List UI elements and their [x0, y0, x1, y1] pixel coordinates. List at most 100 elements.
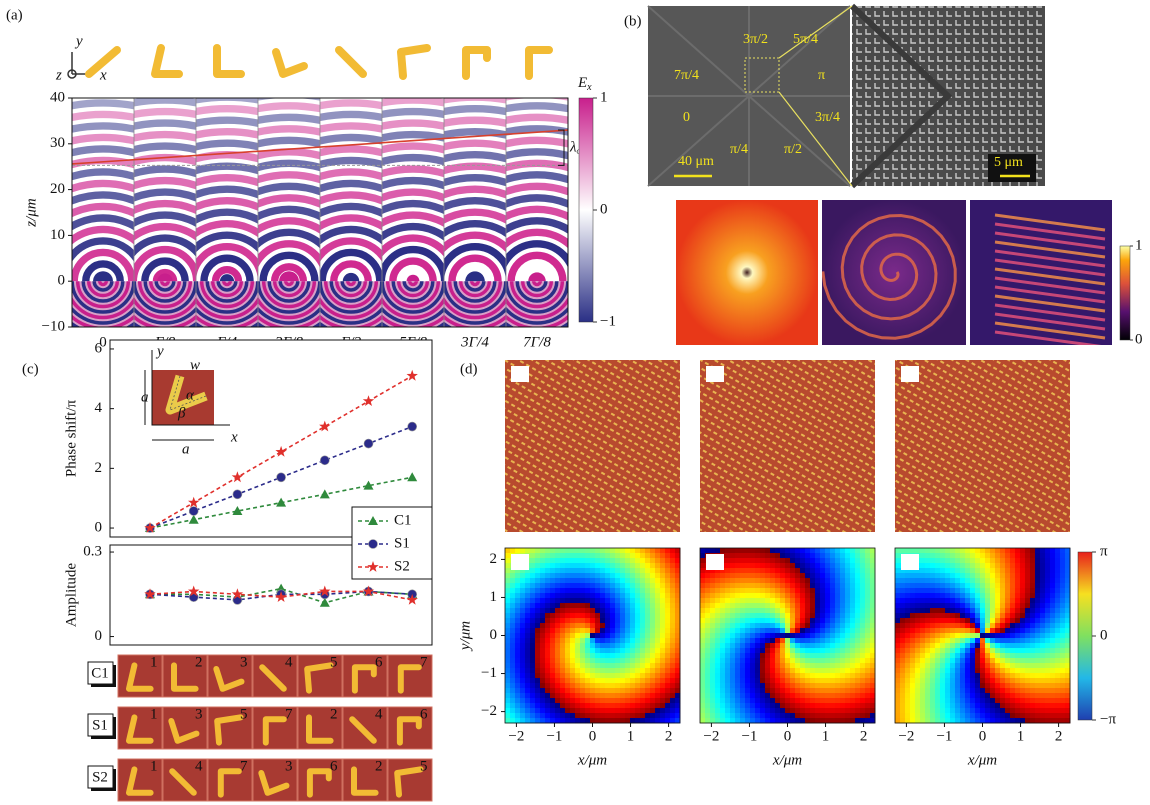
phase-cell	[565, 558, 570, 563]
image-marker	[511, 554, 529, 570]
phase-cell	[770, 588, 775, 593]
phase-cell	[700, 613, 705, 618]
phase-cell	[700, 678, 705, 683]
phase-cell	[715, 688, 720, 693]
phase-cell	[1025, 618, 1030, 623]
phase-cell	[620, 688, 625, 693]
phase-cell	[705, 573, 710, 578]
phase-cell	[640, 668, 645, 673]
phase-cell	[565, 628, 570, 633]
phase-cell	[1060, 718, 1065, 723]
phase-cell	[905, 608, 910, 613]
phase-cell	[900, 578, 905, 583]
phase-cell	[1020, 568, 1025, 573]
phase-cell	[1045, 688, 1050, 693]
phase-cell	[615, 643, 620, 648]
phase-cell	[570, 693, 575, 698]
phase-cell	[515, 623, 520, 628]
phase-cell	[830, 618, 835, 623]
phase-cell	[965, 638, 970, 643]
phase-cell	[640, 558, 645, 563]
phase-cell	[755, 643, 760, 648]
phase-cell	[590, 698, 595, 703]
phase-cell	[735, 678, 740, 683]
phase-cell	[660, 593, 665, 598]
phase-cell	[755, 718, 760, 723]
phase-cell	[1060, 643, 1065, 648]
phase-cell	[735, 698, 740, 703]
phase-cell	[960, 608, 965, 613]
phase-cell	[620, 583, 625, 588]
phase-cell	[895, 653, 900, 658]
phase-cell	[620, 553, 625, 558]
phase-cell	[795, 713, 800, 718]
phase-cell	[505, 583, 510, 588]
phase-cell	[525, 593, 530, 598]
phase-cell	[630, 603, 635, 608]
phase-cell	[630, 713, 635, 718]
phase-cell	[1015, 663, 1020, 668]
phase-cell	[565, 688, 570, 693]
phase-cell	[660, 568, 665, 573]
phase-cell	[840, 663, 845, 668]
phase-cell	[840, 703, 845, 708]
phase-cell	[525, 578, 530, 583]
phase-cell	[670, 638, 675, 643]
phase-cell	[655, 708, 660, 713]
phase-cell	[990, 563, 995, 568]
phase-cell	[1055, 558, 1060, 563]
phase-cell	[1000, 648, 1005, 653]
phase-cell	[650, 663, 655, 668]
y-tick-label: 1	[490, 589, 498, 605]
phase-cell	[920, 678, 925, 683]
phase-cell	[1060, 593, 1065, 598]
phase-cell	[745, 583, 750, 588]
phase-cell	[540, 693, 545, 698]
phase-cell	[780, 703, 785, 708]
phase-cell	[530, 683, 535, 688]
phase-cell	[775, 708, 780, 713]
phase-cell	[810, 603, 815, 608]
phase-cell	[795, 653, 800, 658]
phase-cell	[1055, 673, 1060, 678]
phase-cell	[675, 708, 680, 713]
phase-cell	[600, 658, 605, 663]
phase-cell	[765, 688, 770, 693]
phase-cell	[835, 603, 840, 608]
inset-label: w	[190, 357, 200, 373]
phase-cell	[945, 598, 950, 603]
phase-cell	[610, 633, 615, 638]
phase-cell	[1060, 658, 1065, 663]
phase-cell	[840, 593, 845, 598]
phase-cell	[715, 658, 720, 663]
phase-cell	[940, 553, 945, 558]
phase-cell	[1050, 653, 1055, 658]
phase-cell	[775, 718, 780, 723]
phase-cell	[820, 698, 825, 703]
phase-cell	[1030, 563, 1035, 568]
phase-cell	[905, 583, 910, 588]
phase-cell	[900, 658, 905, 663]
phase-cell	[860, 673, 865, 678]
phase-cell	[600, 638, 605, 643]
phase-cell	[925, 553, 930, 558]
phase-cell	[785, 688, 790, 693]
phase-cell	[940, 638, 945, 643]
phase-cell	[990, 593, 995, 598]
phase-cell	[660, 703, 665, 708]
phase-cell	[970, 678, 975, 683]
phase-cell	[760, 663, 765, 668]
phase-cell	[580, 708, 585, 713]
phase-cell	[640, 653, 645, 658]
phase-cell	[920, 643, 925, 648]
phase-cell	[950, 553, 955, 558]
phase-cell	[725, 688, 730, 693]
phase-cell	[1055, 618, 1060, 623]
phase-cell	[1055, 628, 1060, 633]
phase-cell	[955, 578, 960, 583]
phase-cell	[990, 568, 995, 573]
phase-cell	[755, 628, 760, 633]
phase-cell	[855, 673, 860, 678]
phase-cell	[550, 563, 555, 568]
phase-cell	[735, 668, 740, 673]
